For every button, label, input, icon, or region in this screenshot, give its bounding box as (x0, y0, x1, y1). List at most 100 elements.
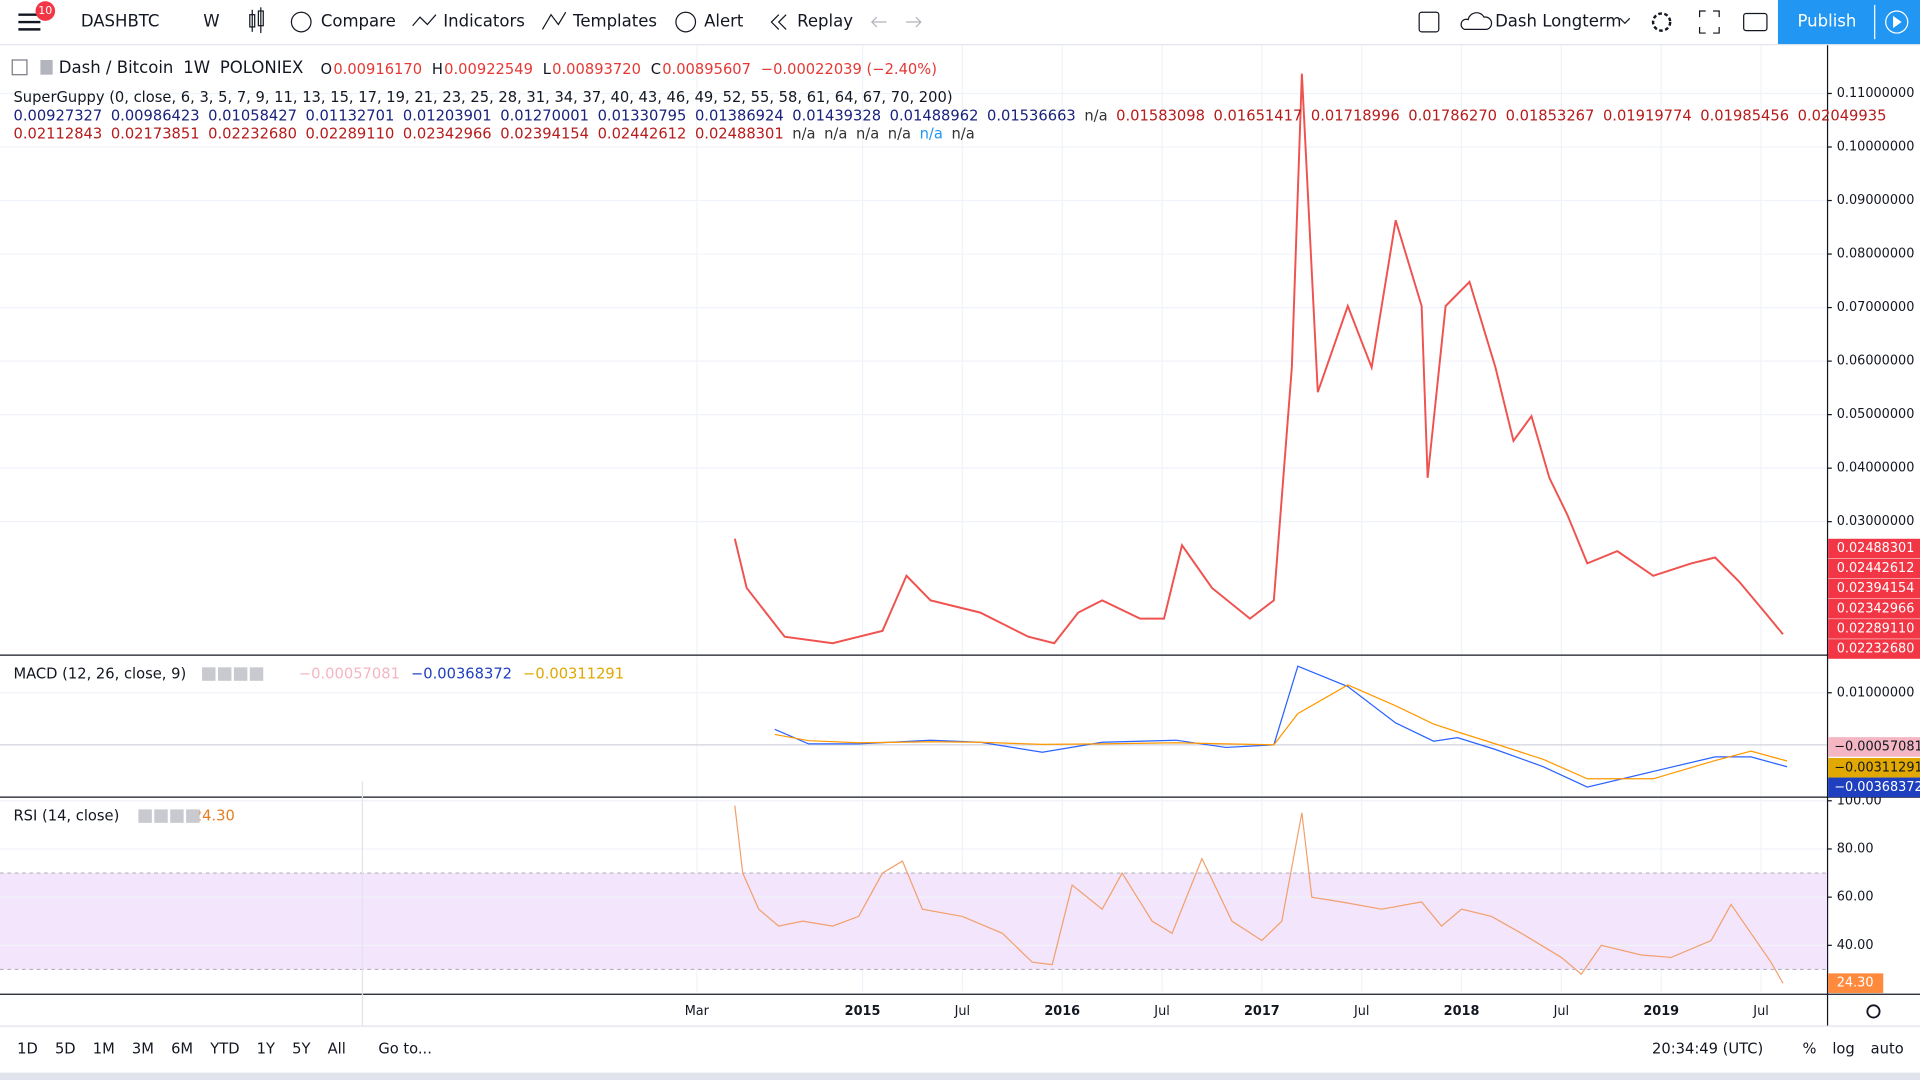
legend-text: n/a (792, 126, 815, 143)
toolbar (0, 0, 1920, 45)
badge-count: 10 (38, 4, 52, 17)
stream-icon[interactable] (1885, 10, 1909, 34)
legend-text: n/a (1084, 107, 1107, 124)
legend-text: H (432, 61, 443, 78)
range-button[interactable]: All (328, 1040, 346, 1057)
legend-text: 0.02049935 (1798, 107, 1887, 124)
y-tick-label: 0.06000000 (1837, 354, 1915, 369)
legend-text: 1W (183, 58, 210, 77)
x-tick-label: 2019 (1643, 1004, 1679, 1019)
range-button[interactable]: YTD (209, 1040, 239, 1057)
layout-icon[interactable] (1418, 11, 1440, 33)
compare-button[interactable]: Compare (321, 12, 396, 31)
goto-button[interactable]: Go to... (378, 1040, 432, 1057)
compare-icon[interactable] (290, 11, 312, 33)
range-button[interactable]: 1D (17, 1040, 38, 1057)
legend-text: −0.00368372 (411, 666, 512, 683)
price-label: 0.02394154 (1837, 581, 1915, 596)
scale-button[interactable]: log (1832, 1040, 1854, 1057)
y-tick-label: 0.04000000 (1837, 461, 1915, 476)
bottom-edge (0, 1072, 1920, 1080)
series-line (733, 73, 1784, 645)
alert-icon[interactable] (675, 11, 697, 33)
legend-text: n/a (856, 126, 879, 143)
indicator-control[interactable] (217, 667, 232, 681)
indicator-control[interactable] (202, 667, 216, 681)
x-tick-label: 2017 (1244, 1004, 1280, 1019)
x-tick-label: 2015 (845, 1004, 881, 1019)
collapse-icon[interactable] (11, 59, 28, 76)
range-button[interactable]: 5Y (292, 1040, 310, 1057)
range-button[interactable]: 1Y (257, 1040, 275, 1057)
indicators-button[interactable]: Indicators (443, 12, 525, 31)
stream-play[interactable] (1893, 15, 1902, 29)
interval[interactable]: W (203, 12, 219, 31)
range-button[interactable]: 6M (171, 1040, 193, 1057)
fullscreen-icon[interactable] (1698, 10, 1720, 34)
indicator-control[interactable] (233, 667, 248, 681)
layout-caret[interactable] (1619, 17, 1631, 25)
legend-text: RSI (14, close) (13, 808, 119, 825)
price-label-bg (1828, 619, 1920, 639)
y-tick-label: 0.10000000 (1837, 140, 1915, 155)
symbol[interactable]: DASHBTC (81, 12, 160, 31)
legend-text: 0.01651417 (1214, 107, 1303, 124)
legend-text: 0.02342966 (403, 126, 492, 143)
chart-style-icon[interactable] (249, 7, 264, 34)
y-tick-label: 40.00 (1837, 938, 1874, 953)
range-button[interactable]: 5D (55, 1040, 76, 1057)
indicator-control[interactable] (154, 809, 168, 823)
macd-label-bg (1828, 777, 1920, 798)
layout-name[interactable]: Dash Longterm (1495, 12, 1621, 31)
legend-text: 0.01536663 (987, 107, 1076, 124)
x-tick-label: Mar (685, 1004, 710, 1019)
range-button[interactable]: 1M (93, 1040, 115, 1057)
y-tick-label: 80.00 (1837, 841, 1874, 856)
macd-label-bg (1828, 737, 1920, 757)
y-tick-label: 0.09000000 (1837, 193, 1915, 208)
scale-button[interactable]: % (1802, 1040, 1816, 1057)
indicator-control[interactable] (186, 809, 200, 823)
legend-text: 0.01583098 (1116, 107, 1205, 124)
legend-text: SuperGuppy (0, close, 6, 3, 5, 7, 9, 11,… (13, 89, 952, 106)
legend-text: −0.00311291 (523, 666, 624, 683)
legend-text: 0.00922549 (444, 61, 533, 78)
x-tick-label: Jul (1752, 1004, 1768, 1019)
publish-button[interactable]: Publish (1798, 12, 1857, 31)
x-tick-label: Jul (1353, 1004, 1370, 1019)
settings-icon[interactable] (1651, 12, 1672, 32)
price-label: 0.02289110 (1837, 621, 1915, 636)
undo-redo[interactable] (870, 16, 922, 28)
y-tick-label: 0.03000000 (1837, 514, 1915, 529)
legend-text: 0.01718996 (1311, 107, 1400, 124)
replay-icon[interactable] (770, 14, 787, 30)
indicators-icon[interactable] (412, 14, 437, 27)
axis-settings-icon[interactable] (1866, 1004, 1881, 1019)
legend-text: 0.02394154 (500, 126, 589, 143)
legend-text: 0.01386924 (695, 107, 784, 124)
legend-text: 0.02232680 (208, 126, 297, 143)
legend-text: n/a (951, 126, 974, 143)
replay-button[interactable]: Replay (797, 12, 853, 31)
cloud-icon[interactable] (1460, 12, 1493, 30)
scale-button[interactable]: auto (1871, 1040, 1904, 1057)
legend-text: 0.02112843 (13, 126, 102, 143)
snapshot-icon[interactable] (1743, 12, 1768, 32)
templates-button[interactable]: Templates (572, 12, 657, 31)
price-label-bg (1828, 538, 1920, 559)
legend-text: n/a (920, 126, 943, 143)
y-tick-label: 0.05000000 (1837, 407, 1915, 422)
series-line (774, 665, 1788, 788)
legend-text: 0.00893720 (552, 61, 641, 78)
indicator-control[interactable] (138, 809, 152, 823)
legend-text: 0.00895607 (662, 61, 751, 78)
alert-button[interactable]: Alert (704, 12, 744, 31)
templates-icon[interactable] (541, 11, 567, 30)
indicator-control[interactable] (170, 809, 184, 823)
legend-text: 0.01853267 (1506, 107, 1595, 124)
indicator-control[interactable] (249, 667, 264, 681)
legend-text: 0.02442612 (598, 126, 687, 143)
macd-label: −0.00311291 (1834, 760, 1920, 775)
range-button[interactable]: 3M (132, 1040, 154, 1057)
